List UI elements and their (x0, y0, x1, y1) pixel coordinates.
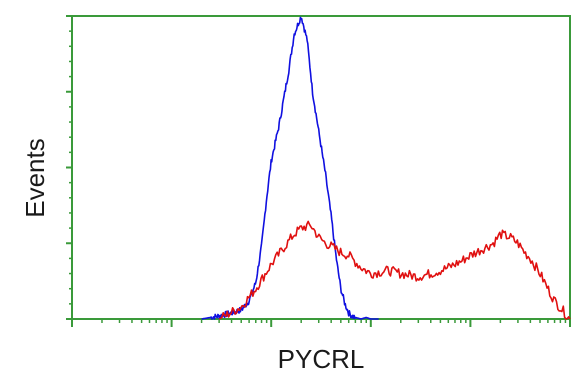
y-axis-label: Events (20, 138, 50, 218)
series-line-red (218, 220, 571, 320)
x-axis-label: PYCRL (278, 344, 365, 374)
series-line-blue (201, 16, 379, 320)
plot-frame (71, 15, 571, 320)
series-layer (201, 16, 571, 320)
axis-ticks (66, 15, 571, 327)
